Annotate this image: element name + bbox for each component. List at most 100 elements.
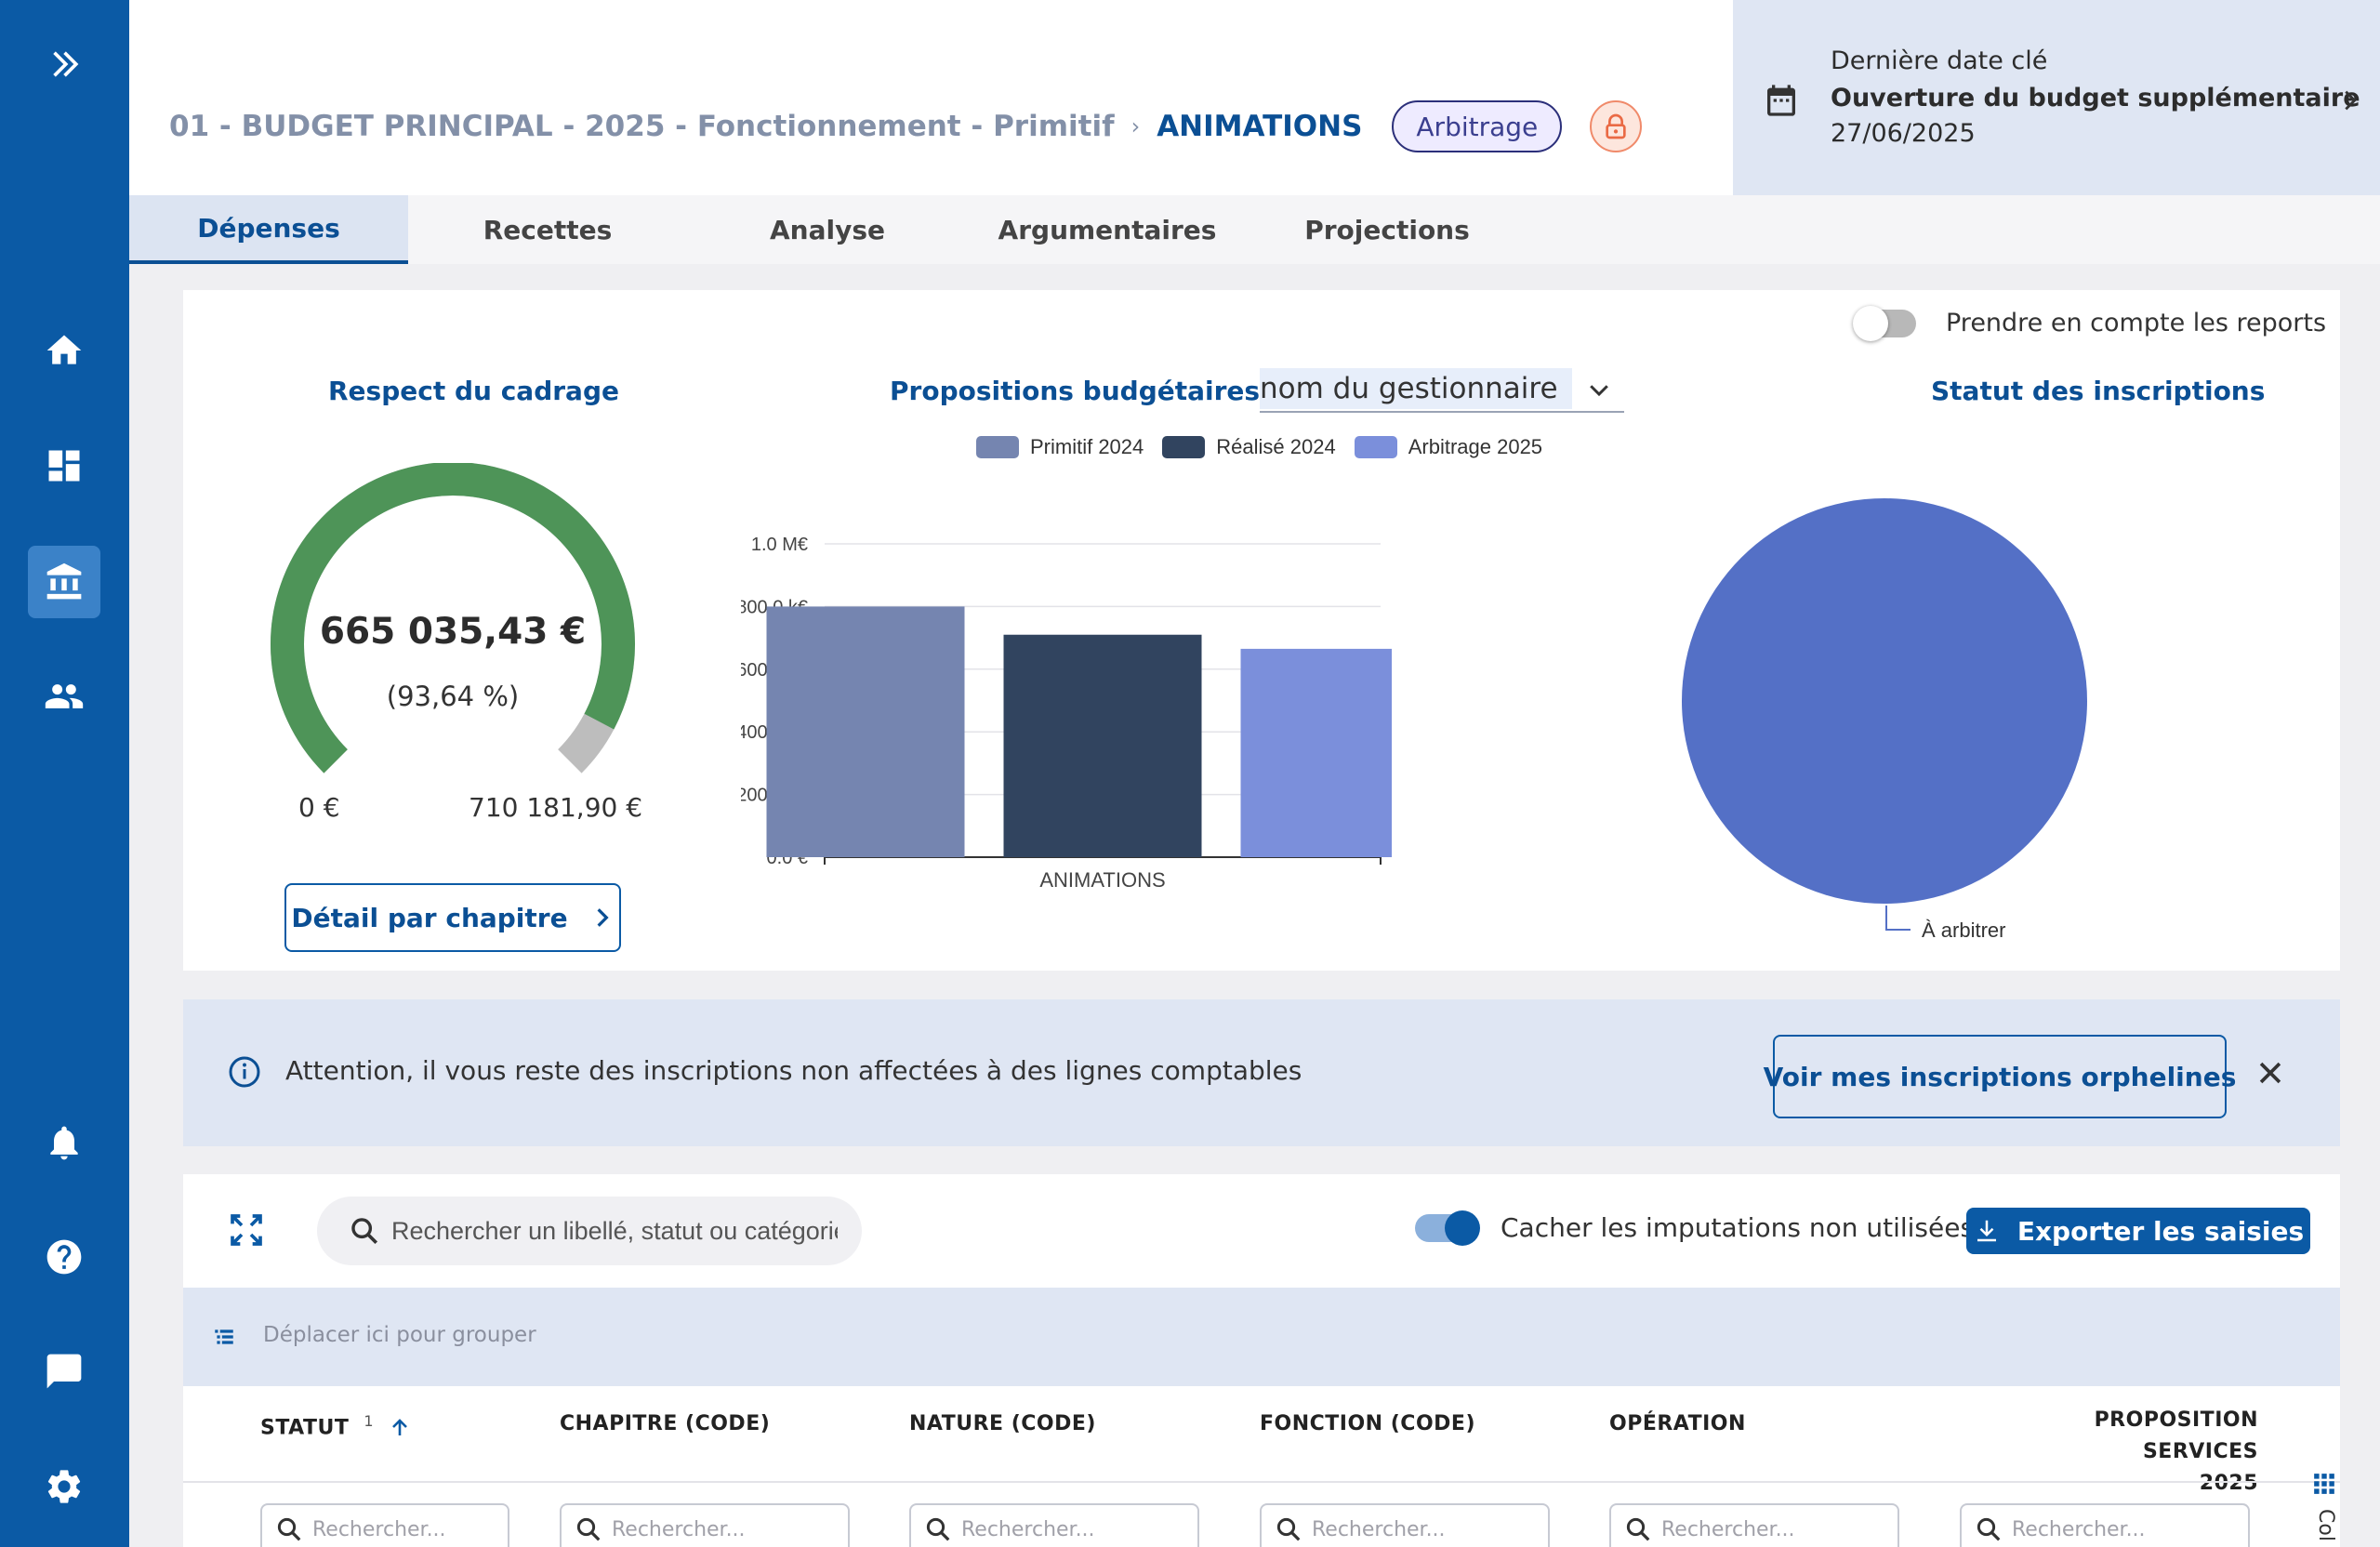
filter-input[interactable] [2012,1517,2151,1541]
legend-item[interactable]: Primitif 2024 [976,435,1144,459]
close-icon[interactable] [2254,1057,2286,1089]
hide-unused-switch[interactable] [1415,1210,1480,1246]
charts-panel: Prendre en compte les reports Respect du… [183,290,2340,971]
double-chevron-right-icon [53,51,79,77]
column-chooser-label[interactable]: Col [2314,1509,2337,1541]
sort-index: 1 [364,1412,375,1430]
reports-toggle-label: Prendre en compte les reports [1946,309,2327,337]
legend-label: Arbitrage 2025 [1408,435,1543,458]
sidebar-item-settings[interactable] [28,1450,100,1523]
cadrage-gauge [271,463,635,774]
tab-projections[interactable]: Projections [1304,214,1470,245]
divider [183,1481,2340,1483]
statut-title: Statut des inscriptions [1931,376,2266,406]
filter-nature[interactable] [909,1503,1199,1547]
filter-statut[interactable] [260,1503,509,1547]
fullscreen-icon[interactable] [228,1211,265,1249]
tab-recettes[interactable]: Recettes [483,214,613,245]
sidebar-item-messages[interactable] [28,1335,100,1408]
search-icon [351,1218,378,1245]
chevron-right-icon [2345,90,2357,111]
column-label: PROPOSITION SERVICES [2094,1408,2258,1463]
table-search[interactable] [317,1197,862,1265]
gauge-used-arc [271,463,635,774]
arrow-up-icon [392,1419,408,1436]
orphan-inscriptions-button[interactable]: Voir mes inscriptions orphelines [1764,1035,2236,1118]
calendar-icon [1767,85,1795,116]
export-button-label: Exporter les saisies [2016,1215,2305,1247]
search-icon [1626,1517,1650,1541]
key-date-panel[interactable]: Dernière date clé Ouverture du budget su… [1733,0,2380,195]
export-button[interactable]: Exporter les saisies [1966,1208,2310,1254]
data-table-section: Cacher les imputations non utilisées Exp… [183,1174,2340,1547]
column-header-proposition[interactable]: PROPOSITION SERVICES 2025 [2015,1405,2258,1500]
filter-input[interactable] [1312,1517,1451,1541]
sidebar-item-dashboard[interactable] [28,430,100,502]
help-icon [46,1239,82,1275]
sidebar-item-notifications[interactable] [28,1106,100,1179]
filter-input[interactable] [961,1517,1101,1541]
hide-unused-label: Cacher les imputations non utilisées [1501,1212,1975,1243]
download-icon [1977,1220,1996,1242]
sidebar-item-help[interactable] [28,1221,100,1293]
filter-proposition[interactable] [1960,1503,2250,1547]
cadrage-max-label: 710 181,90 € [469,792,643,823]
detail-by-chapter-button[interactable]: Détail par chapitre [284,883,621,952]
column-header-fonction[interactable]: FONCTION (CODE) [1260,1412,1476,1435]
bell-icon [50,1126,78,1160]
key-date-event: Ouverture du budget supplémentaire [1831,84,2360,112]
breadcrumb-path[interactable]: 01 - BUDGET PRINCIPAL - 2025 - Fonctionn… [169,110,1115,143]
filter-operation[interactable] [1609,1503,1899,1547]
bar-2[interactable] [1240,648,1393,857]
search-icon [1977,1517,2001,1541]
column-header-statut[interactable]: STATUT 1 [260,1412,411,1439]
sidebar-item-home[interactable] [28,314,100,387]
column-chooser-icon[interactable] [2312,1472,2336,1496]
group-by-select[interactable]: nom du gestionnaire [1260,368,1624,413]
tab-bar: Dépenses Recettes Analyse Argumentaires … [129,195,2380,264]
breadcrumb: 01 - BUDGET PRINCIPAL - 2025 - Fonctionn… [169,100,1643,152]
hide-unused-toggle[interactable]: Cacher les imputations non utilisées [1415,1210,1975,1246]
filter-fonction[interactable] [1260,1503,1550,1547]
sidebar-item-users[interactable] [28,660,100,733]
search-icon [1276,1517,1301,1541]
search-icon [576,1517,601,1541]
page-header: 01 - BUDGET PRINCIPAL - 2025 - Fonctionn… [129,0,1733,195]
dashboard-icon [48,450,80,482]
y-tick-label: 1.0 M€ [751,535,808,555]
expand-sidebar-button[interactable] [28,28,100,100]
legend-item[interactable]: Arbitrage 2025 [1354,435,1543,459]
column-header-nature[interactable]: NATURE (CODE) [909,1412,1096,1435]
filter-input[interactable] [1661,1517,1801,1541]
filter-input[interactable] [612,1517,751,1541]
reports-toggle[interactable]: Prendre en compte les reports [1853,305,2327,341]
bar-0[interactable] [766,606,965,857]
tab-depenses[interactable]: Dépenses [129,195,408,264]
sidebar-item-budget[interactable] [28,546,100,618]
filter-input[interactable] [312,1517,452,1541]
column-label: 2025 [2199,1472,2258,1495]
column-label: STATUT [260,1416,350,1440]
breadcrumb-separator: › [1130,113,1141,139]
users-icon [45,684,84,708]
tab-argumentaires[interactable]: Argumentaires [998,214,1217,245]
bar-1[interactable] [1003,634,1202,857]
chevron-right-icon [597,908,609,927]
cadrage-amount: 665 035,43 € [319,611,587,653]
lock-icon [1606,113,1626,139]
home-icon [46,335,82,364]
reports-toggle-switch[interactable] [1853,305,1916,341]
propositions-bar-chart: 0.0 €200.0 k€400.0 k€600.0 k€800.0 k€1.0… [741,535,1393,892]
group-drop-zone[interactable]: Déplacer ici pour grouper [183,1288,2340,1386]
filter-chapitre[interactable] [560,1503,850,1547]
column-header-chapitre[interactable]: CHAPITRE (CODE) [560,1412,771,1435]
pie-label: À arbitrer [1922,919,2005,942]
pie-slice-0[interactable] [1682,498,2087,904]
alert-message: Attention, il vous reste des inscription… [285,1055,1302,1086]
table-search-input[interactable] [391,1216,838,1246]
tab-analyse[interactable]: Analyse [769,214,885,245]
column-header-operation[interactable]: OPÉRATION [1609,1412,1746,1435]
legend-item[interactable]: Réalisé 2024 [1162,435,1336,459]
lock-button[interactable] [1590,100,1643,152]
chevron-down-icon [1590,385,1608,397]
